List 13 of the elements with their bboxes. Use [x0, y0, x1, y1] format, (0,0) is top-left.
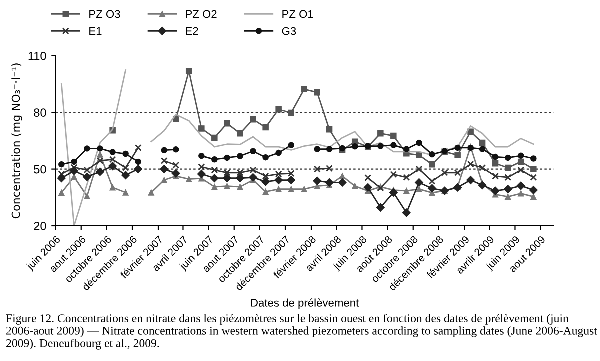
y-tick-label: 110	[28, 52, 46, 60]
caption: Figure 12. Concentrations en nitrate dans les piézomètres sur le bassin ouest en fonction des dates de prélèvement (juin 2006-aout 2009) — Nitrate concentrations in western watershed piezometers according to sampling dates (June 2006-August 2009). Deneufbourg et al., 2009.	[6, 314, 598, 350]
legend-label: G3	[282, 27, 296, 36]
legend-label: PZ O1	[282, 10, 314, 18]
legend-label: PZ O3	[90, 10, 120, 18]
x-axis-title: Dates de prélèvement	[251, 298, 360, 310]
y-tick-label: 20	[34, 222, 46, 230]
legend-label: E1	[90, 27, 102, 36]
y-axis-title: Concentration (mg NO₃⁻·l⁻¹)	[12, 64, 22, 219]
y-tick-label: 80	[34, 108, 46, 118]
legend-label: E2	[186, 27, 198, 36]
y-tick-label: 50	[34, 165, 46, 174]
legend-label: PZ O2	[186, 10, 217, 18]
